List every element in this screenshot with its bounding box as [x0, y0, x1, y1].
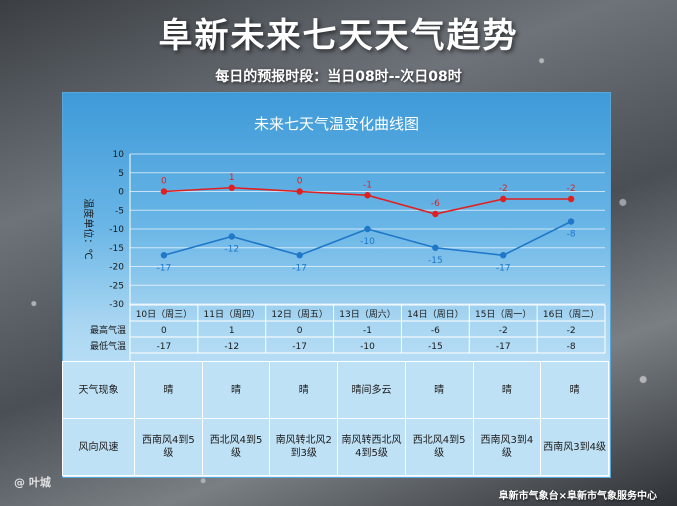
wind-cell: 西南风3到4级 [472, 418, 542, 476]
x-tick-label: 11日（周四） [204, 309, 260, 320]
weather-cell: 晴间多云 [337, 361, 406, 419]
data-label: -2 [499, 184, 508, 194]
y-tick-label: -15 [109, 244, 124, 254]
wind-cell: 西南风3到4级 [540, 418, 609, 476]
data-label: -12 [224, 245, 239, 255]
y-tick-label: 5 [118, 169, 124, 179]
chart-title: 未来七天气温变化曲线图 [253, 115, 419, 133]
data-point [364, 192, 371, 199]
y-axis-label: 温度单位：℃ [82, 198, 95, 259]
data-label: 0 [297, 177, 303, 187]
x-tick-label: 12日（周五） [271, 309, 327, 320]
y-tick-label: -20 [109, 263, 124, 273]
data-label: -17 [496, 263, 511, 273]
data-point [364, 225, 371, 233]
data-label: 1 [229, 173, 235, 183]
data-label: -6 [431, 199, 440, 209]
y-tick-label: -10 [109, 225, 124, 235]
wind-cell: 南风转北风2到3级 [269, 418, 339, 476]
data-point [228, 233, 235, 240]
table-value-cell: -2 [499, 326, 508, 336]
page-title: 阜新未来七天天气趋势 [158, 16, 519, 56]
y-tick-label: -25 [109, 281, 124, 291]
table-series-name: 最高气温 [90, 324, 126, 336]
table-value-cell: -17 [496, 342, 511, 352]
x-tick-label: 10日（周三） [136, 309, 192, 320]
weather-cell: 晴 [540, 361, 609, 419]
data-point [500, 252, 507, 259]
watermark: @ 叶城 [14, 476, 51, 489]
weather-row-label: 天气现象 [62, 361, 135, 419]
y-tick-label: -30 [109, 300, 124, 310]
forecast-period-subtitle: 每日的预报时段：当日08时--次日08时 [215, 69, 462, 85]
data-label: -17 [292, 263, 307, 273]
table-value-cell: -8 [567, 342, 576, 352]
weather-table: 天气现象 晴 晴 晴 晴间多云 晴 晴 晴 风向风速 西南风4到5级 西北风4到… [62, 361, 609, 476]
table-value-cell: -17 [157, 342, 172, 352]
wind-cell: 西南风4到5级 [134, 418, 203, 476]
table-value-cell: -17 [292, 342, 307, 352]
data-label: -8 [567, 230, 576, 240]
footer-credit: 阜新市气象台×阜新市气象服务中心 [498, 491, 657, 502]
table-value-cell: -10 [360, 342, 375, 352]
weather-cell: 晴 [269, 361, 339, 419]
data-point [160, 252, 168, 259]
x-tick-label: 15日（周一） [475, 309, 531, 320]
x-tick-label: 13日（周六） [339, 308, 395, 320]
data-point [296, 252, 303, 259]
weather-row: 天气现象 晴 晴 晴 晴间多云 晴 晴 晴 [62, 361, 609, 419]
data-point [567, 218, 575, 225]
table-value-cell: 0 [297, 326, 303, 336]
data-point [500, 195, 507, 203]
wind-cell: 南风转西北风4到5级 [337, 418, 406, 476]
x-tick-label: 14日（周日） [407, 309, 463, 320]
table-value-cell: -6 [431, 326, 440, 336]
data-point [432, 244, 439, 251]
table-value-cell: -15 [428, 342, 443, 352]
weather-cell: 晴 [404, 361, 474, 419]
y-tick-label: 0 [118, 188, 124, 198]
data-label: 0 [161, 177, 167, 187]
data-label: -17 [157, 263, 172, 273]
x-tick-label: 16日（周二） [543, 309, 599, 320]
data-label: -15 [428, 256, 443, 266]
weather-cell: 晴 [201, 361, 271, 419]
y-tick-label: 10 [113, 150, 125, 160]
data-point [432, 210, 439, 218]
wind-row: 风向风速 西南风4到5级 西北风4到5级 南风转北风2到3级 南风转西北风4到5… [62, 418, 609, 476]
data-label: -1 [363, 180, 372, 190]
data-label: -10 [360, 237, 375, 247]
data-point [160, 188, 168, 195]
weather-cell: 晴 [472, 361, 542, 419]
data-point [228, 184, 235, 191]
wind-row-label: 风向风速 [62, 418, 135, 476]
data-label: -2 [567, 184, 576, 194]
weather-cell: 晴 [134, 361, 203, 419]
table-value-cell: -2 [567, 326, 576, 336]
table-value-cell: -12 [224, 342, 239, 352]
table-series-name: 最低气温 [90, 340, 126, 352]
table-value-cell: -1 [363, 326, 372, 336]
table-value-cell: 1 [229, 326, 235, 336]
data-point [296, 188, 303, 195]
y-tick-label: -5 [115, 206, 124, 216]
wind-cell: 西北风4到5级 [404, 418, 474, 476]
wind-cell: 西北风4到5级 [201, 418, 271, 476]
table-value-cell: 0 [161, 326, 167, 336]
data-point [567, 195, 575, 203]
